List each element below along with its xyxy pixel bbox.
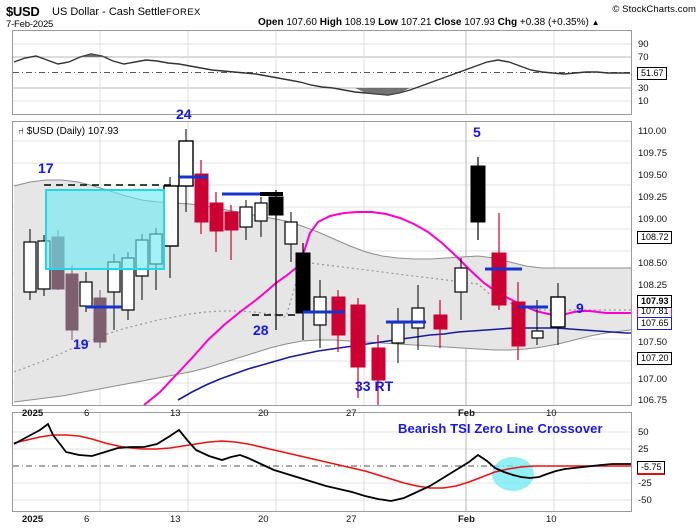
rsi-gridlines bbox=[13, 31, 631, 114]
price-xtick-10: 10 bbox=[546, 408, 557, 419]
tsi-xtick-13: 13 bbox=[170, 514, 181, 525]
price-highlight-box bbox=[45, 189, 165, 270]
tsi-ytick-neg50: -50 bbox=[638, 495, 652, 506]
tsi-xtick-2025: 2025 bbox=[22, 514, 44, 525]
price-xtick-6: 6 bbox=[84, 408, 90, 419]
price-flag-upper-band: 108.72 bbox=[637, 231, 672, 244]
quote-open-value: 107.60 bbox=[286, 17, 317, 28]
price-ytick-107-50: 107.50 bbox=[638, 337, 668, 348]
tsi-value-flag: -5.75 bbox=[637, 461, 665, 475]
price-flag-blue-ma: 107.65 bbox=[637, 317, 672, 330]
quote-bar: Open 107.60 High 108.19 Low 107.21 Close… bbox=[258, 17, 600, 28]
tsi-xtick-20: 20 bbox=[258, 514, 269, 525]
rsi-value-flag: 51.67 bbox=[637, 67, 667, 80]
tsi-xtick-6: 6 bbox=[84, 514, 90, 525]
price-ytick-109-75: 109.75 bbox=[638, 148, 668, 159]
annotation-9: 9 bbox=[576, 300, 584, 316]
price-legend: ⑁ $USD (Daily) 107.93 bbox=[18, 126, 119, 137]
magenta-moving-average bbox=[143, 211, 631, 405]
price-signal-lines bbox=[86, 175, 548, 324]
annotation-24: 24 bbox=[176, 106, 192, 122]
price-ytick-107-00: 107.00 bbox=[638, 374, 668, 385]
quote-high-value: 108.19 bbox=[344, 17, 376, 28]
candlestick-icon: ⑁ bbox=[18, 126, 24, 137]
header-symbol: $USD bbox=[6, 4, 40, 19]
annotation-28: 28 bbox=[253, 322, 269, 338]
price-xtick-13: 13 bbox=[170, 408, 181, 419]
price-flag-lower-band: 107.20 bbox=[637, 352, 672, 365]
tsi-ytick-50: 50 bbox=[638, 427, 649, 438]
annotation-33-rt: 33 RT bbox=[355, 378, 394, 394]
tsi-panel bbox=[12, 412, 632, 512]
quote-low-value: 107.21 bbox=[400, 17, 432, 28]
quote-low-label: Low bbox=[378, 17, 399, 28]
quote-chg-value: +0.38 (+0.35%) bbox=[519, 17, 589, 28]
price-ytick-106-75: 106.75 bbox=[638, 395, 668, 406]
annotation-17: 17 bbox=[38, 160, 54, 176]
price-flag-last-close: 107.93 bbox=[637, 295, 672, 308]
rsi-ytick-10: 10 bbox=[638, 96, 649, 107]
price-ytick-108-25: 108.25 bbox=[638, 280, 668, 291]
quote-chg-label: Chg bbox=[497, 17, 518, 28]
tsi-signal-line bbox=[13, 434, 631, 489]
annotation-5: 5 bbox=[473, 124, 481, 140]
quote-high-label: High bbox=[319, 17, 342, 28]
rsi-overbought-fill bbox=[80, 54, 113, 57]
price-ytick-109-50: 109.50 bbox=[638, 170, 668, 181]
bollinger-middle-line bbox=[13, 261, 631, 373]
price-ytick-109-25: 109.25 bbox=[638, 192, 668, 203]
price-xtick-27: 27 bbox=[346, 408, 357, 419]
quote-close-value: 107.93 bbox=[464, 17, 495, 28]
quote-chg-arrow-icon: ▲ bbox=[591, 18, 600, 27]
price-ytick-110-00: 110.00 bbox=[638, 126, 667, 137]
header-exchange: FOREX bbox=[166, 7, 201, 18]
rsi-line bbox=[13, 53, 630, 96]
rsi-ytick-90: 90 bbox=[638, 39, 649, 50]
quote-close-label: Close bbox=[434, 17, 462, 28]
annotation-19: 19 bbox=[73, 336, 89, 352]
tsi-crossover-annotation: Bearish TSI Zero Line Crossover bbox=[398, 421, 603, 436]
blue-moving-average bbox=[177, 327, 631, 401]
price-dashed-levels bbox=[44, 184, 296, 316]
tsi-crossover-highlight bbox=[492, 457, 534, 491]
tsi-xtick-feb: Feb bbox=[458, 514, 475, 525]
rsi-oversold-fill bbox=[355, 88, 410, 95]
header-instrument-name: US Dollar - Cash Settle bbox=[52, 6, 166, 18]
price-xtick-2025: 2025 bbox=[22, 408, 44, 419]
price-ytick-109-00: 109.00 bbox=[638, 214, 668, 225]
price-ytick-108-50: 108.50 bbox=[638, 258, 668, 269]
rsi-ytick-30: 30 bbox=[638, 83, 649, 94]
price-legend-text: $USD (Daily) 107.93 bbox=[26, 126, 119, 137]
price-xtick-20: 20 bbox=[258, 408, 269, 419]
stockcharts-credit: © StockCharts.com bbox=[612, 4, 696, 15]
tsi-xtick-10: 10 bbox=[546, 514, 557, 525]
tsi-ytick-neg25: -25 bbox=[638, 478, 652, 489]
rsi-ytick-70: 70 bbox=[638, 52, 649, 63]
tsi-line bbox=[13, 422, 631, 502]
header-date: 7-Feb-2025 bbox=[6, 19, 54, 30]
bollinger-lower-line bbox=[13, 329, 631, 403]
quote-open-label: Open bbox=[258, 17, 284, 28]
price-xtick-feb: Feb bbox=[458, 408, 475, 419]
tsi-ytick-25: 25 bbox=[638, 444, 649, 455]
tsi-xtick-27: 27 bbox=[346, 514, 357, 525]
